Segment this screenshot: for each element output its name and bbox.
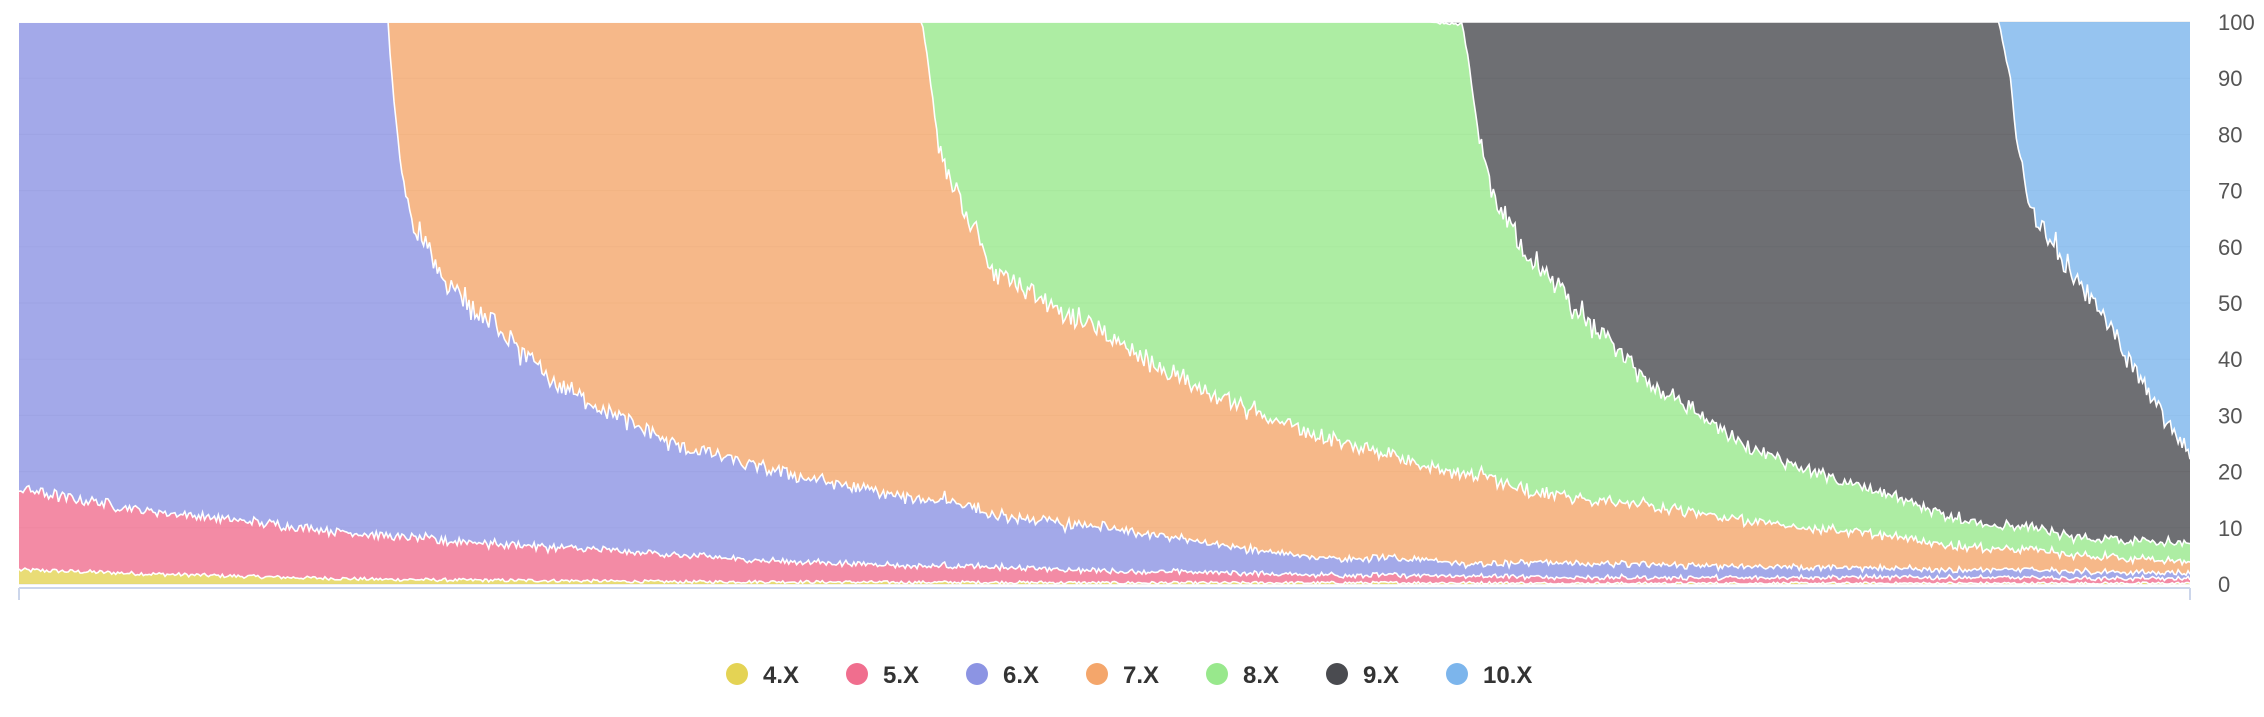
legend-item-10-x[interactable]: 10.X xyxy=(1446,662,1532,689)
legend-swatch xyxy=(726,663,748,685)
legend-swatch xyxy=(1326,663,1348,685)
legend-swatch xyxy=(1446,663,1468,685)
legend-item-5-x[interactable]: 5.X xyxy=(846,662,919,689)
legend-label: 10.X xyxy=(1483,662,1532,689)
legend[interactable]: 4.X 5.X 6.X 7.X 8.X 9.X 10.X xyxy=(726,662,1532,689)
series-area-8-x[interactable] xyxy=(19,22,2190,565)
legend-swatch xyxy=(1086,663,1108,685)
legend-label: 4.X xyxy=(763,662,799,689)
legend-label: 7.X xyxy=(1123,662,1159,689)
legend-item-6-x[interactable]: 6.X xyxy=(966,662,1039,689)
legend-swatch xyxy=(1206,663,1228,685)
legend-label: 8.X xyxy=(1243,662,1279,689)
y-tick-label: 100 xyxy=(2218,10,2255,35)
y-tick-label: 30 xyxy=(2218,403,2242,428)
legend-swatch xyxy=(966,663,988,685)
series-line-5-x xyxy=(18,484,2191,582)
legend-item-9-x[interactable]: 9.X xyxy=(1326,662,1399,689)
series-line-9-x xyxy=(19,21,2191,460)
series-line-4-x xyxy=(18,567,2191,586)
y-tick-label: 20 xyxy=(2218,460,2242,485)
legend-item-8-x[interactable]: 8.X xyxy=(1206,662,1279,689)
legend-label: 9.X xyxy=(1363,662,1399,689)
y-tick-label: 60 xyxy=(2218,235,2242,260)
y-tick-label: 0 xyxy=(2218,572,2230,597)
y-tick-label: 50 xyxy=(2218,291,2242,316)
legend-item-4-x[interactable]: 4.X xyxy=(726,662,799,689)
legend-item-7-x[interactable]: 7.X xyxy=(1086,662,1159,689)
legend-swatch xyxy=(846,663,868,685)
series-area-9-x[interactable] xyxy=(19,22,2190,547)
y-tick-label: 10 xyxy=(2218,516,2242,541)
legend-label: 6.X xyxy=(1003,662,1039,689)
legend-label: 5.X xyxy=(883,662,919,689)
series-area-5-x[interactable] xyxy=(19,485,2190,584)
series-area-6-x[interactable] xyxy=(19,22,2190,581)
series-area-7-x[interactable] xyxy=(19,22,2190,576)
y-tick-label: 90 xyxy=(2218,66,2242,91)
y-tick-label: 80 xyxy=(2218,122,2242,147)
axis-layer: 0 10 20 30 40 50 60 70 80 90 100 xyxy=(18,10,2255,600)
area-layer xyxy=(18,20,2191,586)
y-tick-label: 40 xyxy=(2218,347,2242,372)
y-tick-label: 70 xyxy=(2218,179,2242,204)
